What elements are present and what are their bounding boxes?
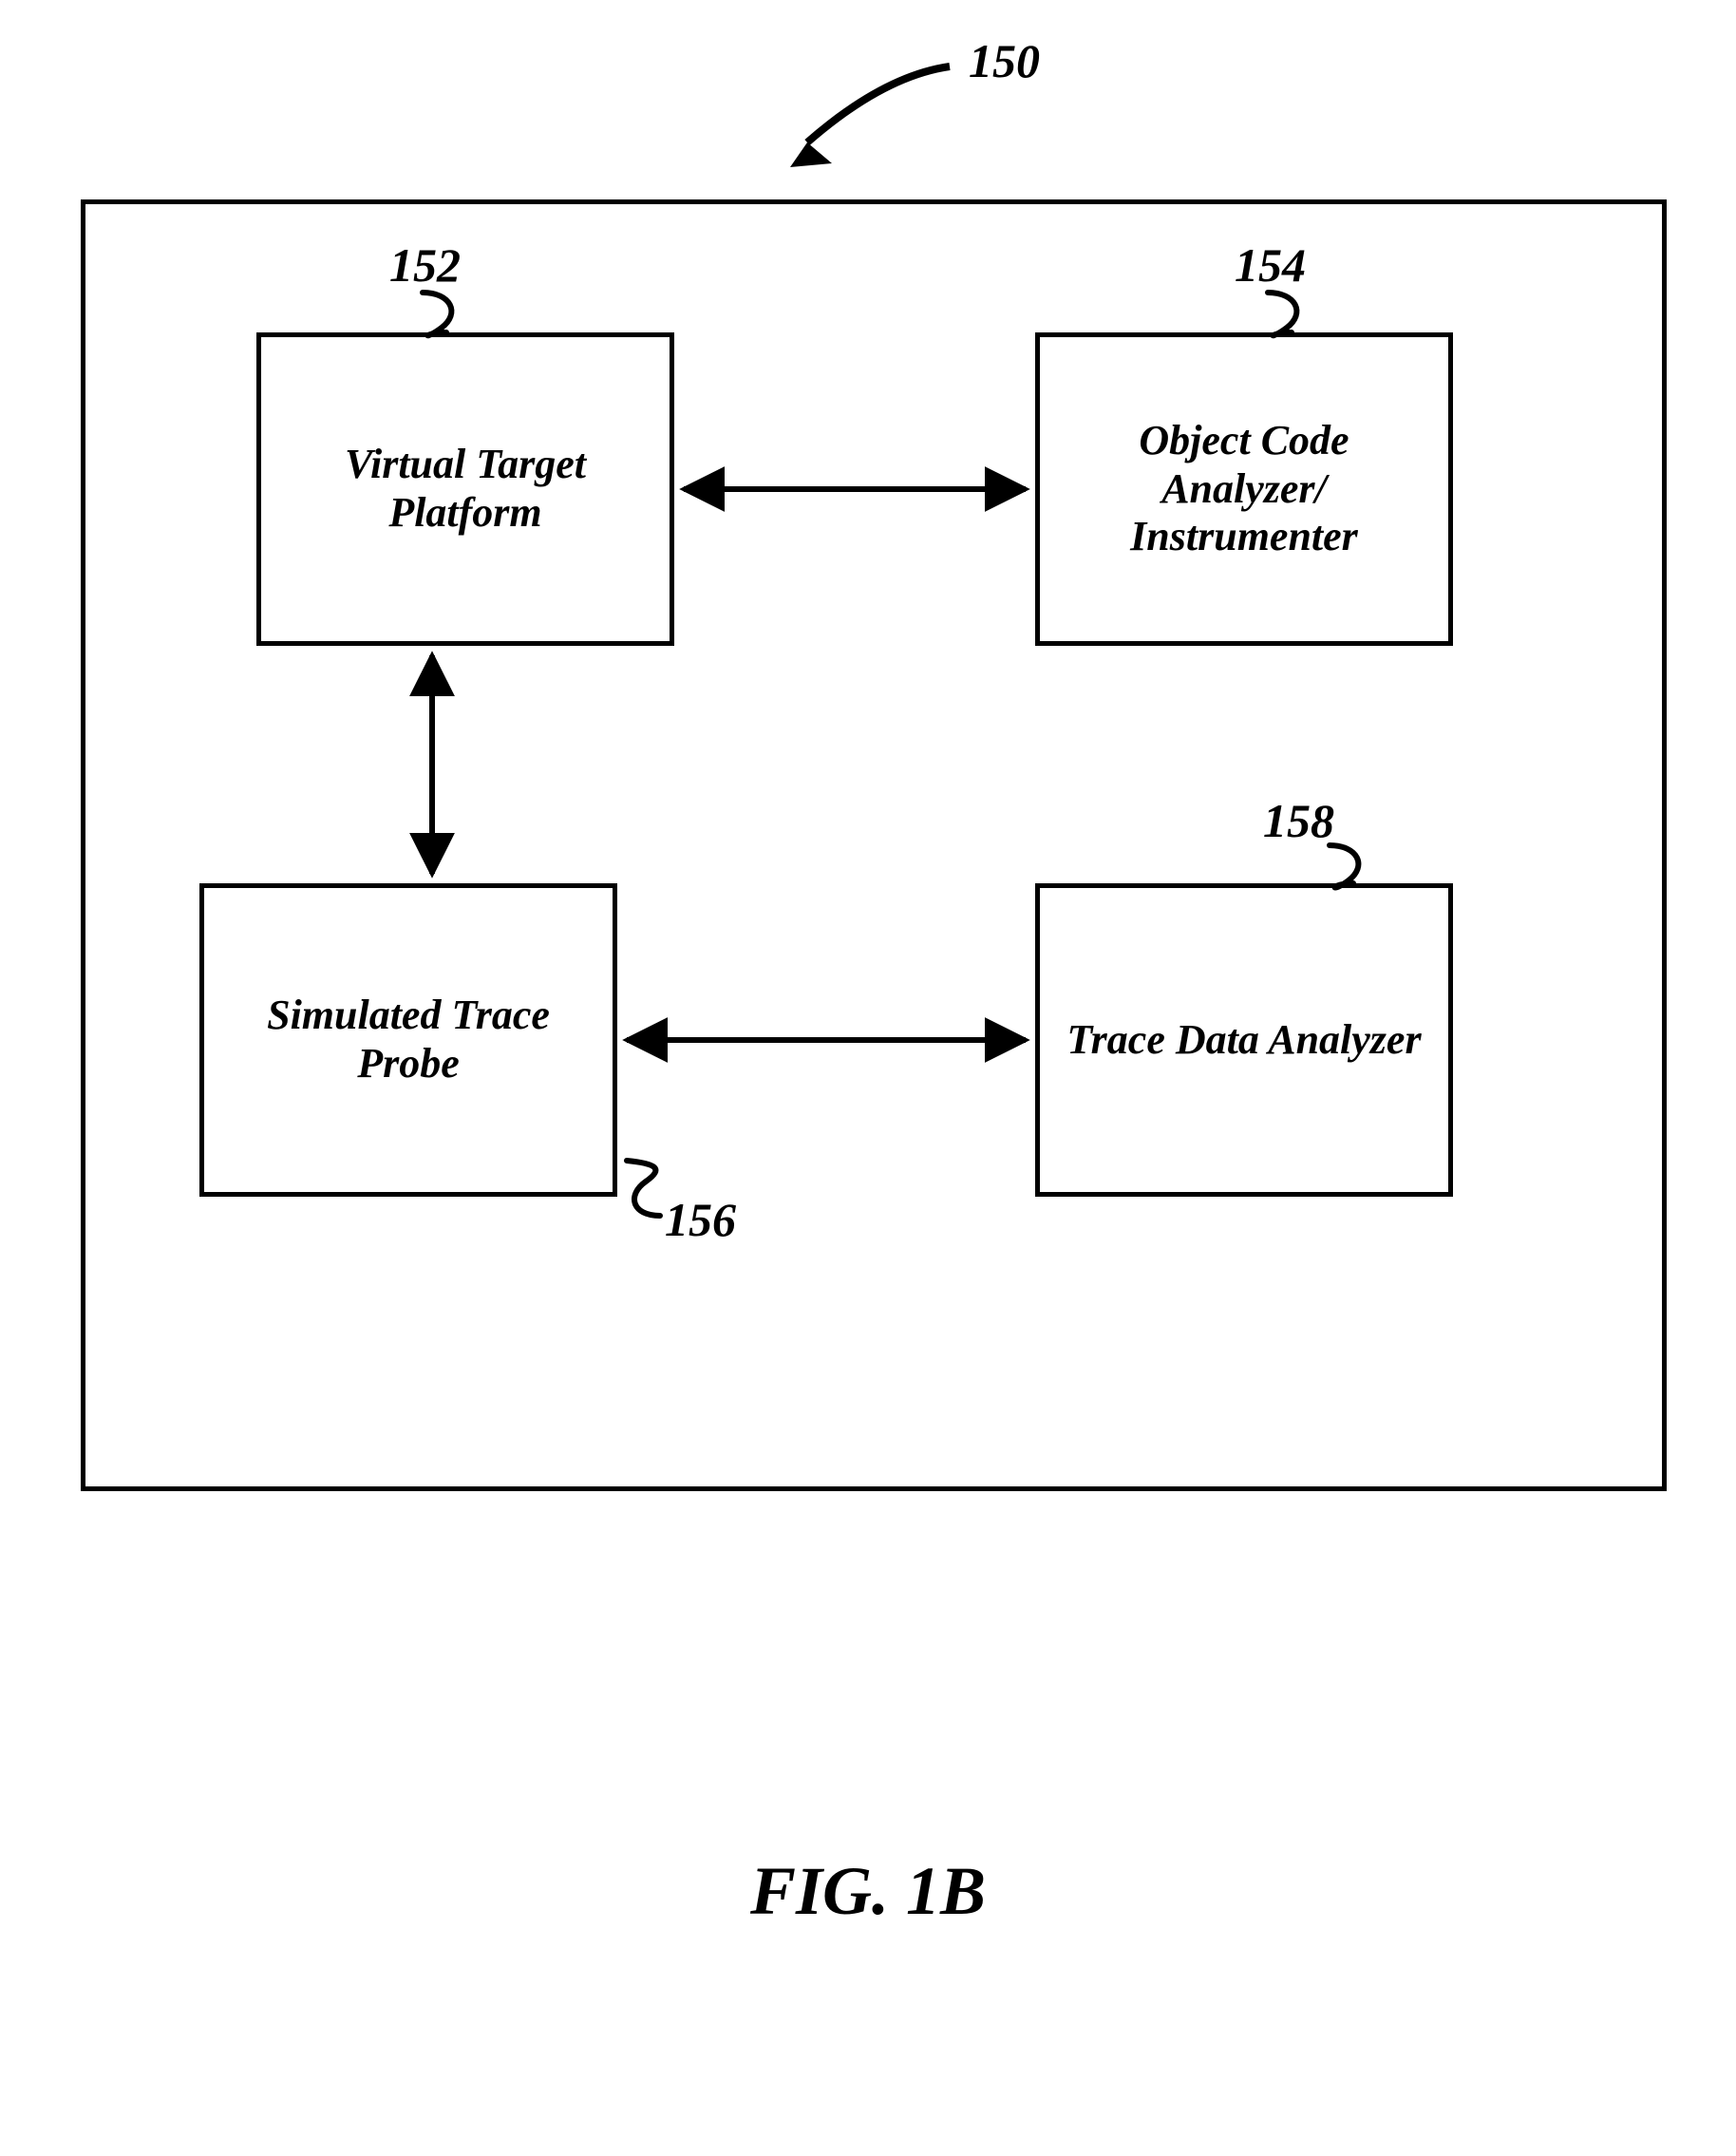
node-label: Simulated Trace Probe [267, 992, 550, 1087]
node-label: Trace Data Analyzer [1066, 1016, 1421, 1065]
ref-main: 150 [969, 33, 1040, 88]
ref-stp: 156 [665, 1192, 736, 1247]
node-label: Virtual Target Platform [345, 441, 586, 537]
figure-caption: FIG. 1B [0, 1852, 1736, 1931]
node-virtual-target-platform: Virtual Target Platform [256, 332, 674, 646]
node-object-code-analyzer: Object Code Analyzer/ Instrumenter [1035, 332, 1453, 646]
ref-vtp: 152 [389, 237, 461, 293]
pointer-arrow-main [790, 66, 950, 167]
ref-tda: 158 [1263, 793, 1334, 848]
node-trace-data-analyzer: Trace Data Analyzer [1035, 883, 1453, 1197]
ref-oca: 154 [1235, 237, 1306, 293]
diagram-canvas: Virtual Target Platform Object Code Anal… [0, 0, 1736, 2156]
node-label: Object Code Analyzer/ Instrumenter [1130, 417, 1358, 561]
node-simulated-trace-probe: Simulated Trace Probe [199, 883, 617, 1197]
